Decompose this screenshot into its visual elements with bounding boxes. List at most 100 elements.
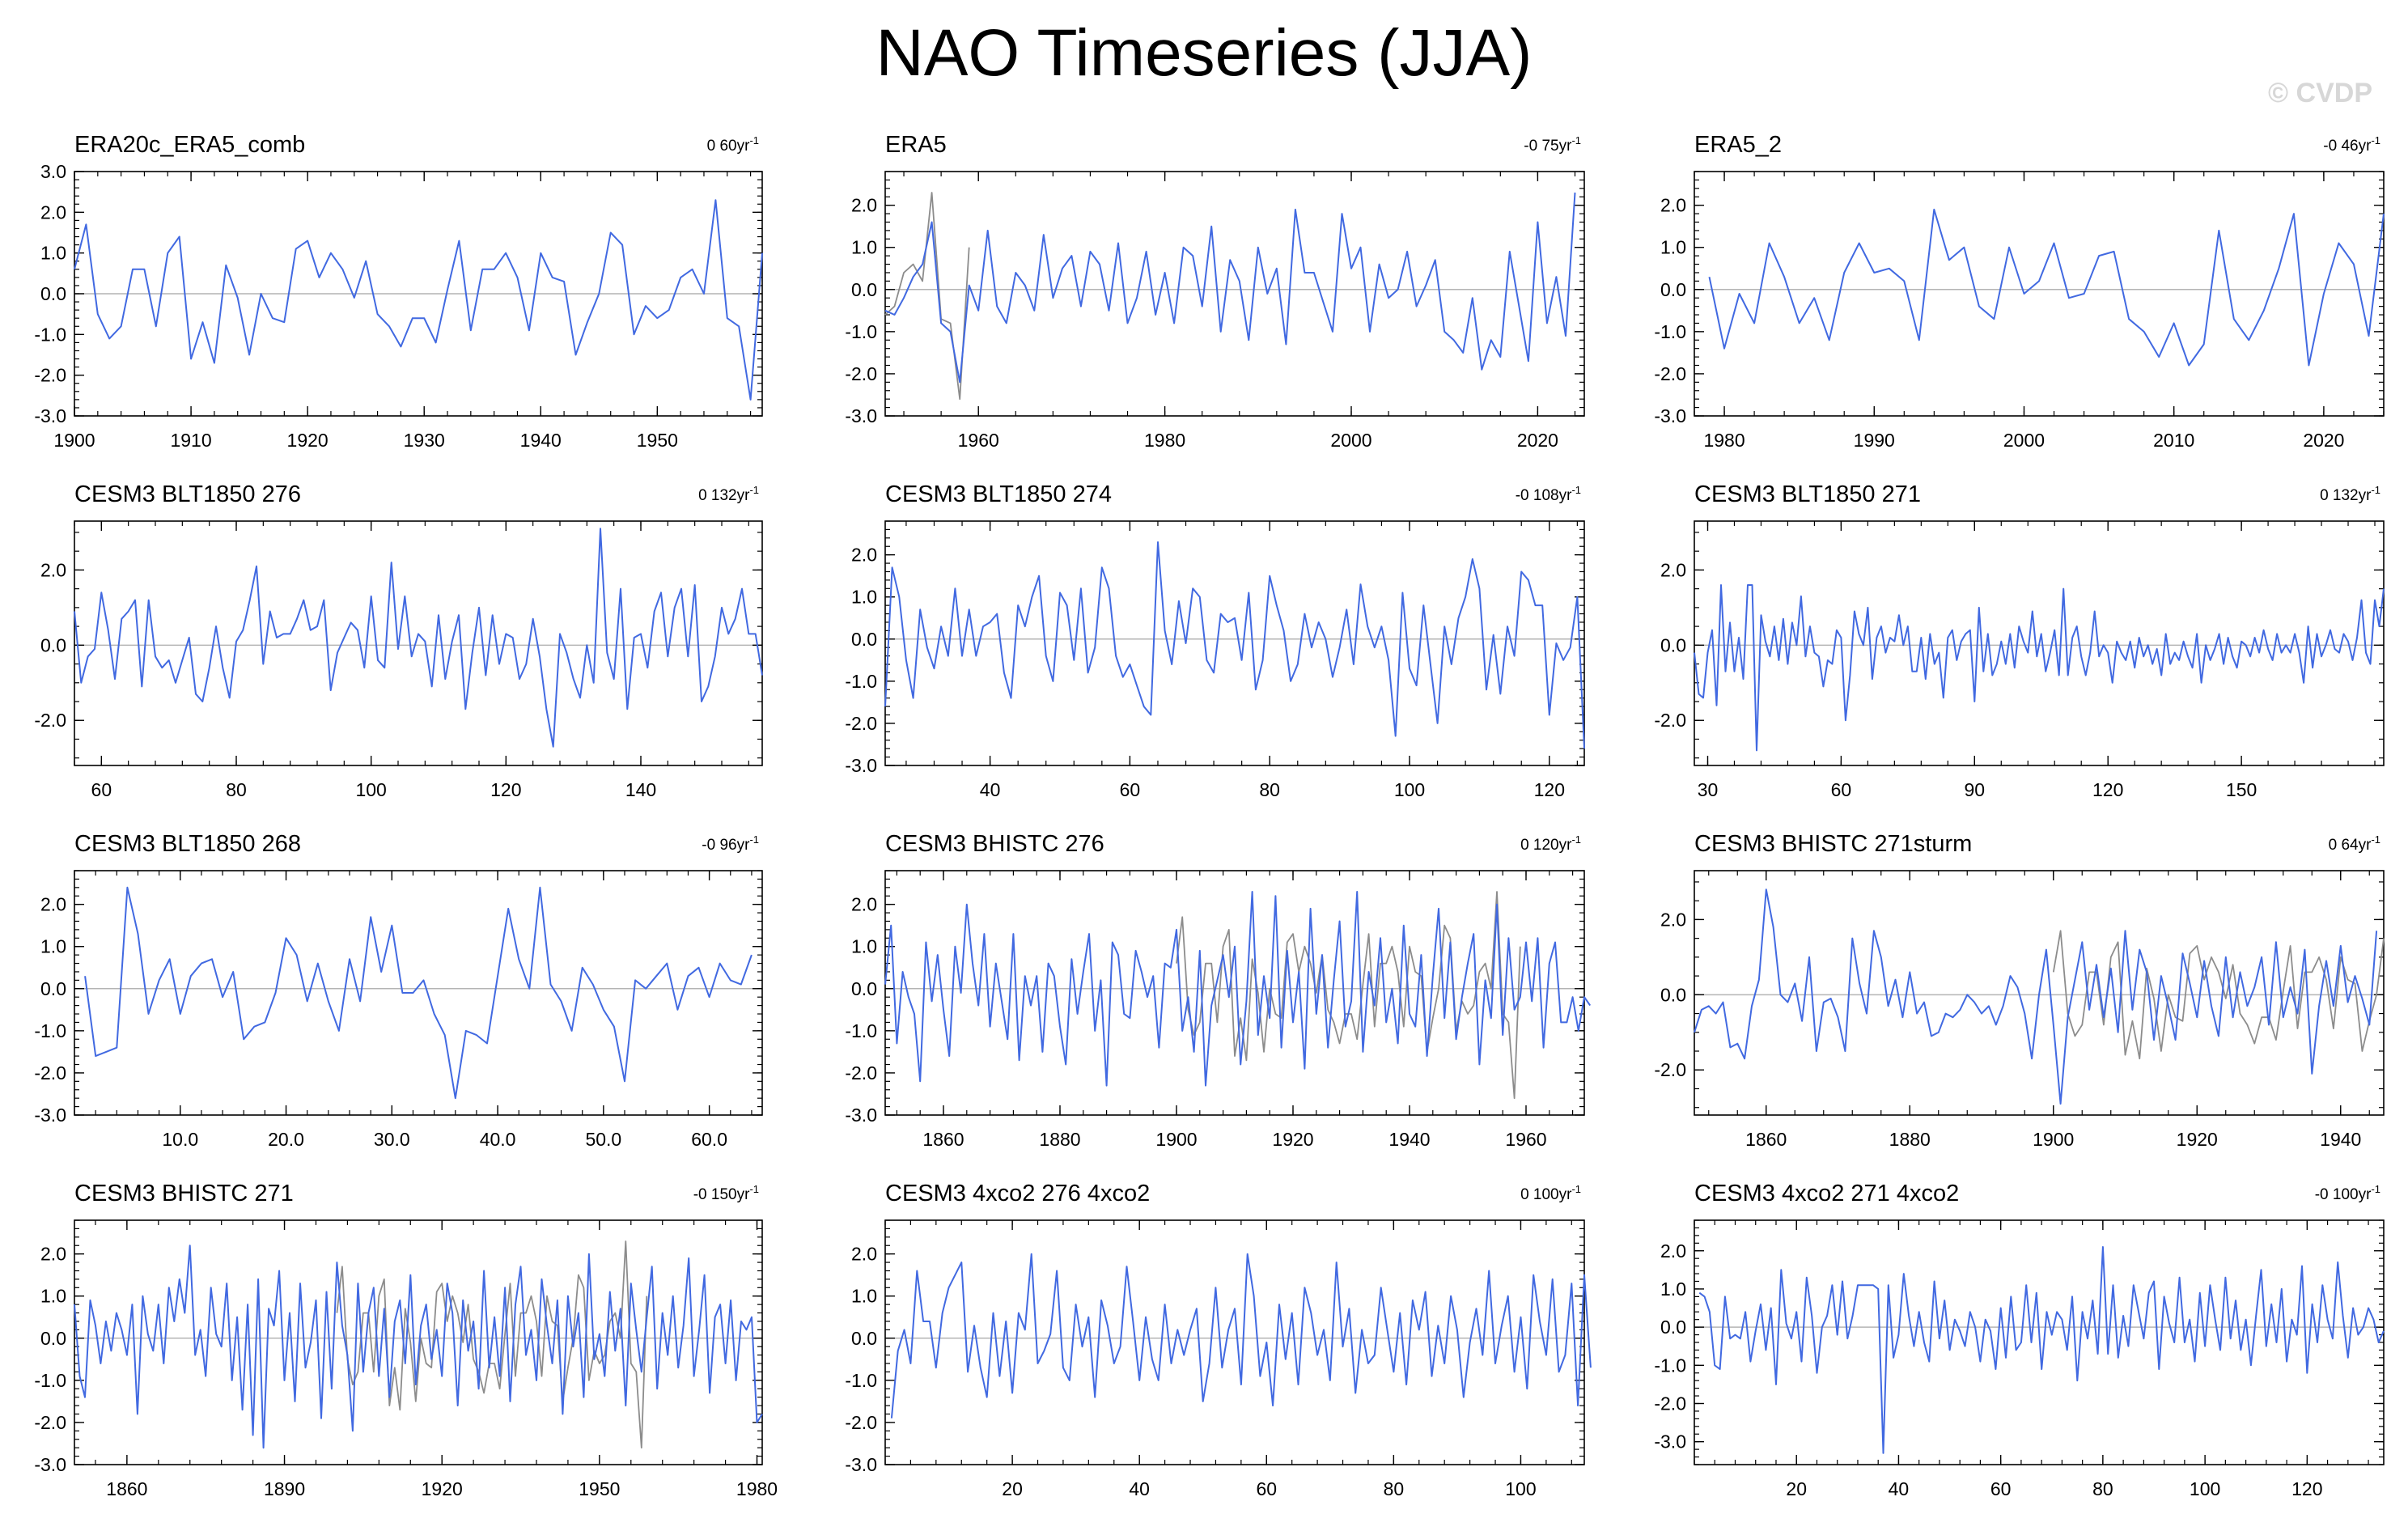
y-tick-label: -2.0: [34, 710, 66, 731]
panel-title: CESM3 BHISTC 271sturm: [1694, 831, 1972, 857]
trend-unit: yr: [2359, 1186, 2372, 1203]
x-tick-label: 120: [2291, 1478, 2322, 1499]
x-tick-label: 1930: [404, 430, 445, 451]
y-tick-label: 0.0: [851, 978, 877, 999]
panel-trend: -0 108yr-1: [1516, 484, 1581, 504]
trend-value: 0 132: [2320, 487, 2359, 504]
x-tick-label: 1900: [2033, 1129, 2074, 1150]
trend-value: -0 46: [2323, 138, 2358, 155]
trend-exponent: -1: [2371, 1183, 2380, 1195]
panel-trend: -0 75yr-1: [1524, 134, 1581, 155]
x-tick-label: 2010: [2153, 430, 2194, 451]
trend-exponent: -1: [1571, 1183, 1581, 1195]
chart-panel: CESM3 BHISTC 276 0 120yr-1 2.0 1.0 0.0 -1.0 -2…: [845, 831, 1592, 1150]
x-tick-label: 1980: [1703, 430, 1745, 451]
x-tick-label: 1990: [1854, 430, 1895, 451]
x-tick-label: 1860: [1745, 1129, 1787, 1150]
y-tick-label: -3.0: [1654, 1431, 1686, 1452]
y-tick-label: 2.0: [851, 195, 877, 216]
model-series-line: [74, 528, 763, 748]
panel-trend: 0 120yr-1: [1520, 833, 1581, 854]
y-tick-label: 2.0: [40, 894, 66, 915]
y-tick-label: -2.0: [1654, 1393, 1686, 1414]
panel-trend: 0 132yr-1: [2320, 484, 2380, 504]
y-tick-label: -1.0: [845, 1370, 877, 1391]
chart-panel: CESM3 BLT1850 271 0 132yr-1 2.0 0.0 -2.0 30 60…: [1654, 481, 2385, 800]
chart-panel: CESM3 4xco2 276 4xco2 0 100yr-1 2.0 1.0 0.0 -…: [845, 1181, 1592, 1499]
watermark: © CVDP: [2268, 78, 2372, 108]
x-tick-label: 20: [1002, 1478, 1023, 1499]
panel-trend: 0 60yr-1: [707, 134, 759, 155]
y-tick-label: 0.0: [851, 1328, 877, 1349]
x-tick-label: 50.0: [585, 1129, 621, 1150]
y-tick-label: -1.0: [845, 1020, 877, 1041]
y-tick-label: -1.0: [34, 1020, 66, 1041]
y-tick-label: 0.0: [40, 283, 66, 304]
x-tick-label: 150: [2226, 779, 2257, 800]
y-tick-label: 2.0: [851, 545, 877, 566]
x-tick-label: 30.0: [374, 1129, 410, 1150]
y-tick-label: -2.0: [34, 1062, 66, 1083]
x-tick-label: 10.0: [162, 1129, 198, 1150]
y-tick-label: -1.0: [1654, 1355, 1686, 1376]
trend-value: 0 60: [707, 138, 737, 155]
x-tick-label: 100: [2190, 1478, 2220, 1499]
y-tick-label: 3.0: [40, 161, 66, 182]
plot-frame: [1694, 520, 2385, 766]
y-tick-label: 2.0: [851, 894, 877, 915]
y-tick-label: 1.0: [851, 587, 877, 608]
trend-unit: yr: [1559, 837, 1573, 854]
y-tick-label: -3.0: [34, 1105, 66, 1126]
y-tick-label: 0.0: [851, 629, 877, 650]
y-tick-label: -3.0: [845, 755, 877, 776]
y-tick-label: 2.0: [1660, 195, 1686, 216]
trend-unit: yr: [737, 837, 751, 854]
trend-exponent: -1: [1571, 484, 1581, 496]
y-tick-label: -2.0: [845, 1062, 877, 1083]
y-tick-label: -2.0: [34, 365, 66, 386]
model-series-line: [1698, 1246, 2385, 1454]
x-tick-label: 1880: [1889, 1129, 1931, 1150]
trend-unit: yr: [1559, 1186, 1573, 1203]
model-series-line: [1694, 888, 2378, 1105]
x-tick-label: 2020: [1517, 430, 1558, 451]
y-tick-label: 0.0: [40, 978, 66, 999]
x-tick-label: 1980: [736, 1478, 778, 1499]
model-series-line: [890, 1253, 1592, 1418]
panel-title: CESM3 4xco2 276 4xco2: [885, 1181, 1150, 1206]
chart-panel: ERA20c_ERA5_comb 0 60yr-1 3.0 2.0 1.0 0.0 -1.0…: [34, 132, 763, 451]
trend-unit: yr: [2359, 487, 2372, 504]
plot-frame: [884, 520, 1585, 766]
y-tick-label: 1.0: [851, 936, 877, 957]
trend-unit: yr: [2359, 138, 2372, 155]
x-tick-label: 1860: [922, 1129, 964, 1150]
y-tick-label: 1.0: [851, 237, 877, 258]
y-tick-label: 1.0: [851, 1286, 877, 1307]
chart-panel: CESM3 4xco2 271 4xco2 -0 100yr-1 2.0 1.0 0.0…: [1654, 1181, 2385, 1499]
trend-exponent: -1: [749, 134, 759, 146]
x-tick-label: 40: [1129, 1478, 1150, 1499]
panel-trend: 0 132yr-1: [698, 484, 759, 504]
y-tick-label: 2.0: [1660, 559, 1686, 580]
x-tick-label: 40.0: [480, 1129, 516, 1150]
figure-title: NAO Timeseries (JJA): [875, 16, 1533, 90]
x-tick-label: 60: [1831, 779, 1852, 800]
chart-panel: CESM3 BHISTC 271sturm 0 64yr-1 2.0 0.0 -2.0 1…: [1654, 831, 2385, 1150]
x-tick-label: 1920: [422, 1478, 463, 1499]
x-tick-label: 1950: [579, 1478, 620, 1499]
y-tick-label: -2.0: [1654, 363, 1686, 384]
y-tick-label: -2.0: [1654, 1059, 1686, 1080]
x-tick-label: 1900: [1155, 1129, 1197, 1150]
x-tick-label: 2000: [1330, 430, 1371, 451]
chart-panel: ERA5 -0 75yr-1 2.0 1.0 0.0 -1.0 -2.0 -3.0 1960 19…: [845, 132, 1585, 451]
panel-title: CESM3 BLT1850 276: [74, 481, 301, 507]
y-tick-label: -3.0: [845, 1454, 877, 1475]
trend-value: 0 64: [2329, 837, 2359, 854]
model-series-line: [84, 886, 752, 1100]
y-tick-label: 2.0: [40, 1244, 66, 1265]
trend-value: 0 120: [1520, 837, 1559, 854]
x-tick-label: 1940: [520, 430, 562, 451]
chart-panel: CESM3 BLT1850 274 -0 108yr-1 2.0 1.0 0.0 -1.0…: [845, 481, 1585, 800]
